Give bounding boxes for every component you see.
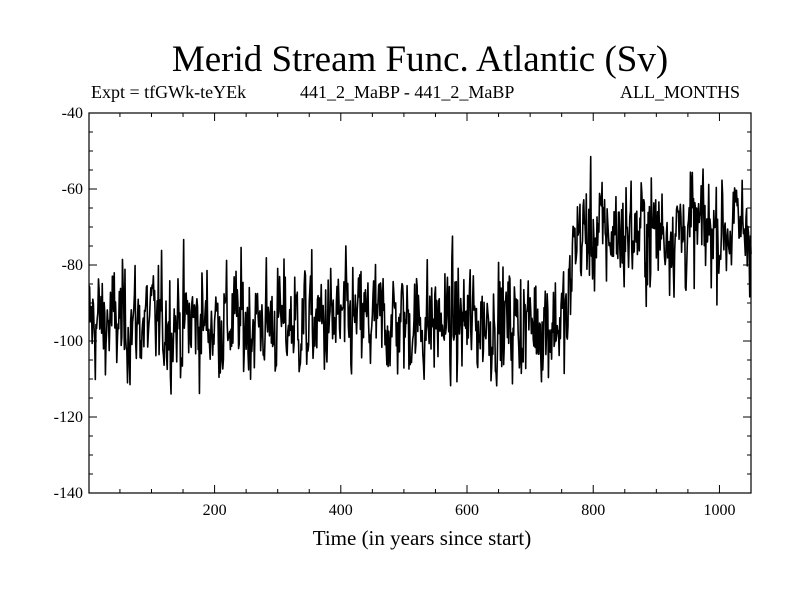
experiment-label: Expt = tfGWk-teYEk bbox=[91, 82, 247, 102]
y-tick-label: -120 bbox=[54, 409, 83, 426]
x-tick-label: 600 bbox=[455, 502, 479, 519]
ticks-layer: 200 400 600 800 1000 -140 -120 -100 -80 -60 -40 bbox=[54, 105, 751, 519]
x-tick-label: 200 bbox=[203, 502, 227, 519]
months-label: ALL_MONTHS bbox=[620, 82, 740, 102]
series-line bbox=[88, 155, 752, 395]
series-layer bbox=[88, 155, 752, 395]
x-axis-title: Time (in years since start) bbox=[313, 526, 532, 550]
x-tick-label: 400 bbox=[329, 502, 353, 519]
x-tick-label: 800 bbox=[581, 502, 605, 519]
y-tick-label: -80 bbox=[62, 257, 83, 274]
comparison-label: 441_2_MaBP - 441_2_MaBP bbox=[300, 82, 515, 102]
y-tick-label: -40 bbox=[62, 105, 83, 122]
y-tick-label: -100 bbox=[54, 333, 83, 350]
chart-title: Merid Stream Func. Atlantic (Sv) bbox=[171, 39, 669, 80]
x-tick-label: 1000 bbox=[703, 502, 735, 519]
y-tick-label: -140 bbox=[54, 485, 83, 502]
y-tick-label: -60 bbox=[62, 181, 83, 198]
